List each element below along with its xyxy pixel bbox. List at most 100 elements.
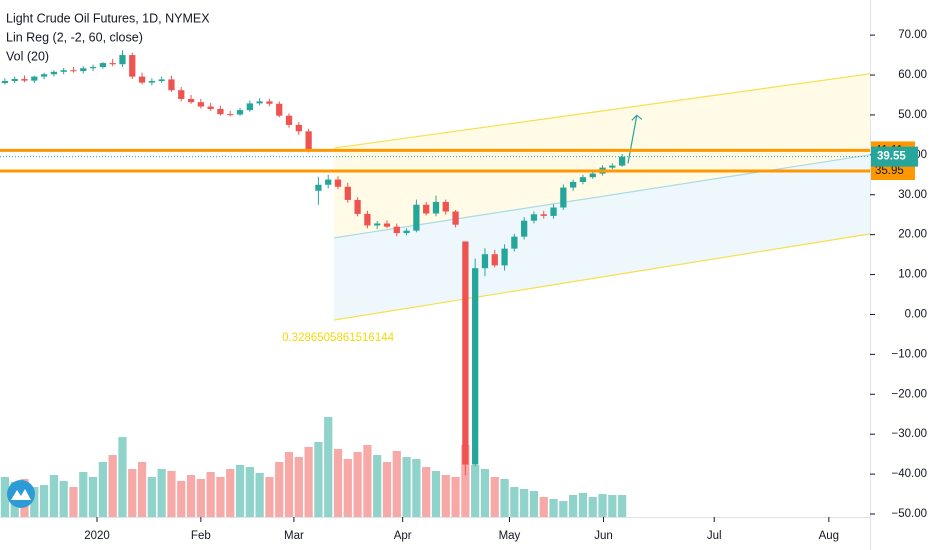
candle-body	[511, 236, 518, 249]
volume-bar	[88, 477, 98, 517]
volume-bar	[529, 491, 539, 517]
candle-body	[80, 68, 87, 72]
candle-body	[334, 179, 342, 187]
volume-bar	[294, 457, 303, 517]
volume-bar	[216, 477, 225, 517]
symbol-title: Light Crude Oil Futures, 1D, NYMEX	[6, 11, 210, 25]
y-tick-label: −40.00	[892, 468, 928, 480]
candle-body	[570, 181, 577, 188]
logo-mark[interactable]	[11, 489, 31, 500]
candle-body	[501, 248, 508, 266]
candle-body	[89, 67, 97, 69]
candle-body	[276, 103, 283, 116]
volume-bar	[177, 481, 186, 517]
volume-bar	[333, 449, 343, 517]
candle-body	[403, 230, 410, 234]
volume-bar	[578, 493, 588, 517]
volume-bar	[500, 479, 509, 517]
volume-bar	[59, 481, 68, 517]
volume-bar	[363, 445, 372, 517]
volume-bar	[510, 487, 519, 517]
candle-body	[11, 79, 18, 82]
candle-body	[99, 63, 107, 68]
candle-body	[423, 204, 430, 214]
candle-body	[187, 98, 195, 103]
volume-bar	[226, 469, 235, 517]
regression-annotation: 0.3286505861516144	[282, 332, 395, 344]
volume-bar	[39, 485, 49, 517]
indicator-label: Vol (20)	[6, 49, 49, 63]
candle-body	[589, 173, 596, 178]
candle-body	[315, 184, 322, 191]
volume-bar	[137, 462, 147, 517]
volume-bar	[324, 417, 333, 517]
candle-body	[256, 101, 263, 104]
candle-body	[207, 106, 214, 109]
volume-bar	[539, 497, 548, 517]
x-tick-label: Jun	[594, 530, 613, 542]
candle-body	[217, 108, 224, 115]
volume-bar	[471, 465, 480, 517]
candle-body	[1, 81, 9, 84]
volume-bar	[186, 475, 196, 517]
volume-bar	[422, 467, 431, 517]
volume-bar	[451, 477, 460, 517]
logo[interactable]	[7, 480, 35, 508]
candle-body	[609, 165, 616, 168]
volume-bar	[392, 451, 401, 517]
candle-body	[119, 55, 126, 65]
candle-body	[579, 177, 587, 182]
candle-body	[491, 254, 498, 266]
y-tick-label: 60.00	[898, 69, 927, 81]
candle-body	[325, 179, 332, 185]
candle-body	[227, 114, 234, 116]
candle-body	[344, 186, 351, 200]
volume-bar	[441, 475, 450, 517]
volume-bar	[461, 445, 470, 517]
volume-bar	[314, 442, 323, 517]
volume-bar	[402, 457, 411, 517]
volume-bar	[275, 462, 284, 517]
volume-bar	[412, 459, 421, 517]
y-tick-label: 30.00	[898, 189, 927, 201]
candle-body	[129, 55, 136, 77]
volume-bar	[549, 499, 558, 517]
candle-body	[393, 226, 400, 234]
logo-circle[interactable]	[7, 480, 35, 508]
legend: Light Crude Oil Futures, 1D, NYMEX Lin R…	[6, 11, 210, 63]
volume-bar	[520, 489, 529, 517]
candle-body	[550, 207, 557, 216]
volume-bar	[608, 495, 617, 517]
candle-body	[540, 214, 547, 216]
volume-bar	[49, 475, 58, 517]
arrow-head	[631, 114, 643, 121]
candle-body	[452, 211, 459, 225]
candle-body	[432, 201, 440, 214]
y-tick-label: −50.00	[892, 508, 928, 520]
volume-bar	[206, 472, 215, 517]
y-tick-label: −10.00	[892, 348, 928, 360]
candle-body	[472, 268, 479, 465]
candle-body	[236, 110, 244, 115]
candle-body	[21, 79, 28, 81]
candle-body	[138, 76, 146, 83]
volume-bar	[618, 495, 627, 517]
last-price-tag	[871, 146, 918, 167]
candle-body	[50, 71, 58, 75]
y-tick-label: 0.00	[905, 309, 927, 321]
volume-bar	[373, 455, 382, 517]
indicator-label: Lin Reg (2, -2, 60, close)	[6, 30, 143, 44]
candle-body	[481, 254, 489, 269]
projection-arrow	[627, 115, 638, 164]
volume-bar	[431, 471, 441, 517]
y-tick-label: 20.00	[898, 229, 927, 241]
volume-bar	[157, 469, 166, 517]
x-tick-label: Aug	[819, 530, 839, 542]
candle-body	[521, 220, 528, 237]
candle-body	[148, 81, 155, 83]
volume-bar	[265, 477, 274, 517]
candle-body	[60, 70, 67, 72]
y-tick-label: 10.00	[898, 269, 927, 281]
volume-bar	[598, 494, 607, 517]
candle-body	[383, 223, 391, 227]
